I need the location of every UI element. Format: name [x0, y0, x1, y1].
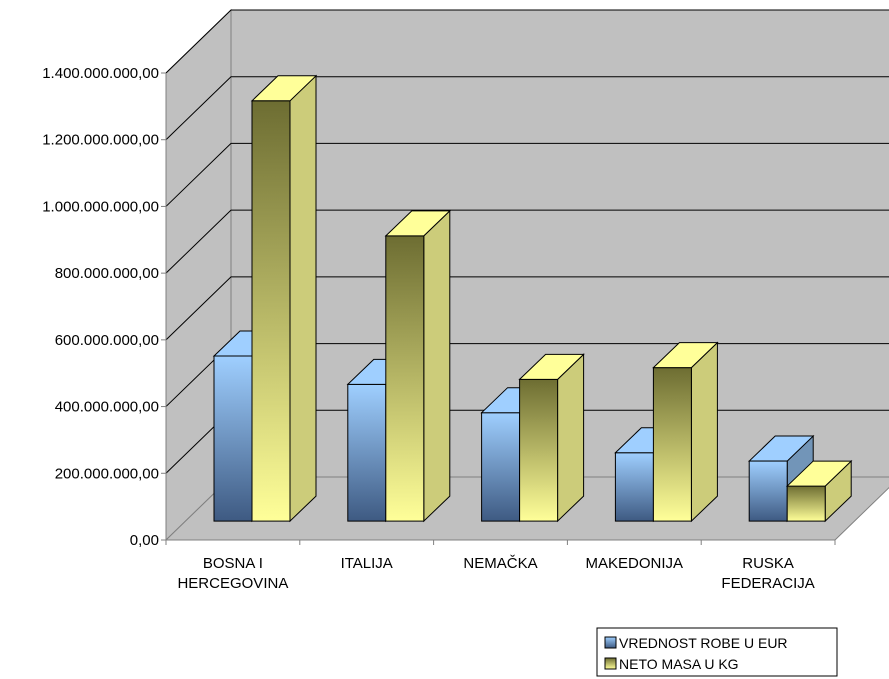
bar-top: [652, 342, 719, 369]
bar-front: [519, 378, 559, 522]
bar-neto-masa-1: [250, 74, 318, 523]
bar-neto-masa-4: [652, 341, 719, 523]
value-axis: 0,00 200.000.000,00 400.000.000,00 600.000.…: [42, 65, 167, 549]
legend-label: VREDNOST ROBE U EUR: [619, 635, 788, 651]
category-label: RUSKA FEDERACIJA: [721, 555, 814, 592]
bar-front: [347, 383, 387, 522]
bar-side: [289, 74, 317, 523]
category-label: BOSNA I HERCEGOVINA: [177, 555, 288, 592]
gridline: [165, 9, 889, 74]
category-axis: BOSNA I HERCEGOVINA ITALIJA NEMAČKA MAKEDONI…: [165, 539, 836, 592]
bar-front: [213, 355, 253, 522]
bar-neto-masa-5: [785, 459, 853, 523]
legend: VREDNOST ROBE U EUR NETO MASA U KG: [596, 627, 838, 677]
bar-front: [652, 367, 692, 522]
y-tick-label: 1.200.000.000,00: [42, 132, 159, 149]
bars: [212, 74, 853, 523]
bar-front: [251, 100, 291, 522]
bar-top: [384, 210, 452, 237]
gridline: [165, 276, 889, 341]
legend-box: [596, 627, 838, 677]
y-tick-label: 600.000.000,00: [55, 332, 159, 349]
bar-top: [747, 435, 815, 462]
category-label: NEMAČKA: [463, 555, 537, 572]
bar-front: [786, 485, 826, 522]
legend-swatch: [604, 657, 617, 670]
bar-front: [385, 235, 425, 522]
y-tick-label: 400.000.000,00: [55, 399, 159, 416]
gridline: [165, 76, 889, 141]
bar-side: [690, 341, 718, 523]
y-tick-label: 200.000.000,00: [55, 465, 159, 482]
bar-top: [250, 75, 318, 102]
gridlines: [165, 9, 889, 474]
bar-neto-masa-2: [384, 209, 452, 523]
gridline: [165, 209, 889, 274]
bar-top: [518, 353, 585, 380]
bar-front: [481, 412, 521, 522]
y-tick-label: 800.000.000,00: [55, 265, 159, 282]
category-label: ITALIJA: [341, 555, 393, 572]
bar-top: [785, 460, 853, 487]
bar-side: [423, 209, 451, 523]
bar-front: [614, 452, 654, 522]
gridline: [165, 142, 889, 207]
legend-swatch: [604, 636, 617, 649]
y-tick-label: 0,00: [130, 532, 159, 549]
bar-neto-masa-3: [518, 353, 585, 523]
y-tick-label: 1.000.000.000,00: [42, 198, 159, 215]
bar-front: [748, 460, 788, 522]
bar-side: [557, 353, 585, 523]
category-label: MAKEDONIJA: [586, 555, 684, 572]
y-tick-label: 1.400.000.000,00: [42, 65, 159, 82]
legend-label: NETO MASA U KG: [619, 656, 739, 672]
